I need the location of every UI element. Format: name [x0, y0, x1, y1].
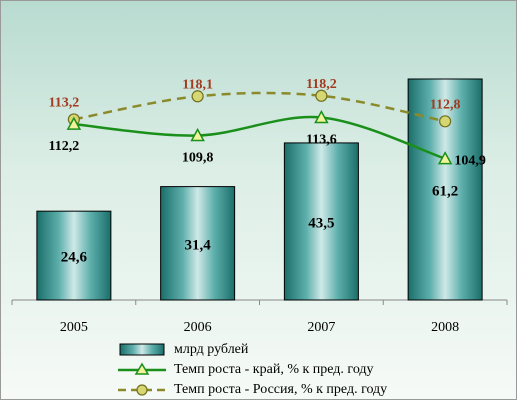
region-point	[314, 109, 329, 124]
region-point	[66, 116, 82, 130]
legend-label: Темп роста - Россия, % к пред. году	[174, 382, 388, 397]
region-value-label: 112,2	[49, 139, 80, 154]
x-tick-label: 2007	[307, 320, 335, 335]
bar	[160, 186, 236, 301]
region-value-label: 109,8	[182, 150, 214, 165]
russia-value-label: 118,1	[182, 77, 213, 92]
bar-value-label: 31,4	[185, 237, 212, 253]
legend-triangle-line-swatch	[118, 362, 166, 375]
russia-point	[191, 90, 204, 103]
region-value-label: 104,9	[454, 154, 486, 169]
bar	[36, 210, 112, 301]
bar-value-label: 61,2	[432, 184, 458, 200]
legend-circle-dashed-swatch	[118, 384, 166, 396]
bar-value-label: 24,6	[61, 250, 88, 266]
legend-label: Темп роста - край, % к пред. году	[174, 362, 374, 377]
russia-value-label: 112,8	[430, 97, 461, 112]
russia-value-label: 118,2	[306, 77, 337, 92]
legend-label: млрд рублей	[174, 342, 249, 357]
x-tick-label: 2008	[431, 320, 459, 335]
region-value-label: 113,6	[306, 133, 337, 148]
region-point	[190, 127, 205, 142]
series-line-region	[73, 115, 446, 160]
russia-value-label: 113,2	[49, 95, 80, 110]
russia-point	[315, 89, 328, 102]
legend-bar-swatch	[119, 343, 165, 356]
region-point	[437, 151, 453, 165]
series-line-russia	[73, 91, 446, 123]
bar-value-label: 43,5	[308, 215, 334, 231]
x-tick-label: 2005	[60, 320, 88, 335]
russia-point	[439, 115, 452, 128]
x-tick-label: 2006	[184, 320, 212, 335]
bar	[283, 142, 359, 301]
